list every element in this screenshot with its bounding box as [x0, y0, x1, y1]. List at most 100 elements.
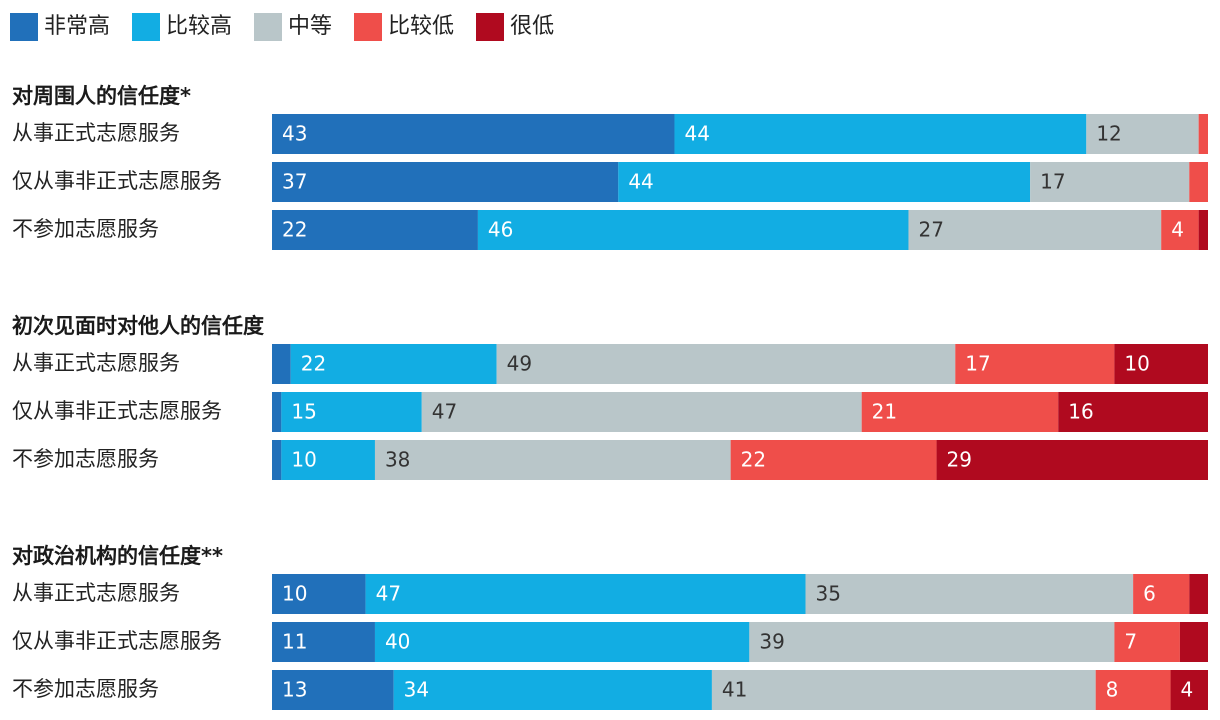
data-label: 10 [1124, 352, 1149, 376]
row-label: 仅从事非正式志愿服务 [12, 399, 222, 423]
data-label: 47 [432, 400, 457, 424]
data-label: 11 [282, 630, 307, 654]
data-label: 21 [872, 400, 897, 424]
data-label: 8 [1106, 678, 1119, 702]
bar-segment [272, 344, 291, 384]
data-label: 44 [684, 122, 709, 146]
legend-label-very-low: 很低 [510, 14, 555, 39]
row-label: 从事正式志愿服务 [12, 351, 180, 375]
legend-item-very-low: 很低 [476, 13, 554, 41]
bar-segment [861, 392, 1059, 432]
bar-segment [272, 574, 366, 614]
data-label: 29 [947, 448, 972, 472]
legend-swatch-very-low [476, 13, 505, 41]
data-label: 10 [291, 448, 316, 472]
bar-segment [496, 344, 956, 384]
bar-segment [272, 670, 394, 710]
bar-segment [1189, 162, 1208, 202]
bar-segment [281, 392, 422, 432]
bar-segment [1179, 622, 1208, 662]
bar-segment [272, 440, 282, 480]
bar-segment [749, 622, 1115, 662]
bar-segment [908, 210, 1162, 250]
bar-segment [1189, 574, 1208, 614]
bar-segment [936, 440, 1208, 480]
bar-segment [1161, 210, 1199, 250]
row-label: 不参加志愿服务 [12, 677, 159, 701]
data-label: 46 [488, 218, 513, 242]
data-label: 13 [282, 678, 307, 702]
data-label: 44 [628, 170, 653, 194]
data-label: 38 [385, 448, 410, 472]
data-label: 16 [1068, 400, 1093, 424]
data-label: 39 [759, 630, 784, 654]
section-title-2: 初次见面时对他人的信任度 [12, 314, 264, 338]
bar-segment [272, 622, 375, 662]
data-label: 37 [282, 170, 307, 194]
data-label: 43 [282, 122, 307, 146]
legend: 非常高 比较高 中等 比较低 很低 [10, 12, 576, 42]
row-label: 仅从事非正式志愿服务 [12, 629, 222, 653]
data-label: 35 [816, 582, 841, 606]
data-label: 22 [301, 352, 326, 376]
row-label: 从事正式志愿服务 [12, 581, 180, 605]
bar-segment [272, 210, 478, 250]
bar-segment [393, 670, 712, 710]
data-label: 34 [404, 678, 429, 702]
legend-label-very-high: 非常高 [44, 14, 111, 39]
data-label: 6 [1143, 582, 1156, 606]
data-label: 22 [282, 218, 307, 242]
legend-swatch-very-high [10, 13, 38, 41]
row-label: 从事正式志愿服务 [12, 121, 180, 145]
legend-item-low: 比较低 [354, 13, 454, 41]
bar-segment [365, 574, 806, 614]
bar-segment [421, 392, 862, 432]
data-label: 22 [741, 448, 766, 472]
legend-label-low: 比较低 [388, 14, 455, 39]
bar-segment [290, 344, 497, 384]
bar-segment [374, 440, 731, 480]
bar-segment [1198, 210, 1208, 250]
legend-label-high: 比较高 [166, 14, 233, 39]
legend-item-high: 比较高 [132, 13, 232, 41]
data-label: 7 [1124, 630, 1137, 654]
data-label: 10 [282, 582, 307, 606]
data-label: 47 [376, 582, 401, 606]
row-label: 仅从事非正式志愿服务 [12, 169, 222, 193]
section-title-1: 对周围人的信任度* [12, 84, 191, 108]
bar-segment [1086, 114, 1199, 154]
bar-segment [272, 114, 675, 154]
bar-segment [618, 162, 1031, 202]
row-label: 不参加志愿服务 [12, 447, 159, 471]
legend-swatch-medium [254, 13, 283, 41]
data-label: 17 [1040, 170, 1065, 194]
bar-segment [674, 114, 1087, 154]
bar-segment [1114, 344, 1208, 384]
bar-segment [281, 440, 375, 480]
data-label: 41 [722, 678, 747, 702]
data-label: 15 [291, 400, 316, 424]
bar-segment [1114, 622, 1180, 662]
row-label: 不参加志愿服务 [12, 217, 159, 241]
legend-label-medium: 中等 [288, 14, 333, 39]
data-label: 4 [1171, 218, 1184, 242]
bar-segment [477, 210, 909, 250]
data-label: 40 [385, 630, 410, 654]
bar-segment [272, 162, 619, 202]
bar-segment [955, 344, 1115, 384]
bar-segment [1198, 114, 1208, 154]
data-label: 4 [1181, 678, 1194, 702]
legend-swatch-low [354, 13, 383, 41]
bar-segment [1095, 670, 1171, 710]
data-label: 49 [507, 352, 532, 376]
bar-segment [711, 670, 1096, 710]
bar-segment [1170, 670, 1208, 710]
bar-segment [272, 392, 282, 432]
legend-item-very-high: 非常高 [10, 13, 110, 41]
data-label: 17 [965, 352, 990, 376]
bar-segment [805, 574, 1134, 614]
data-label: 12 [1096, 122, 1121, 146]
bar-segment [1058, 392, 1208, 432]
bar-segment [730, 440, 937, 480]
